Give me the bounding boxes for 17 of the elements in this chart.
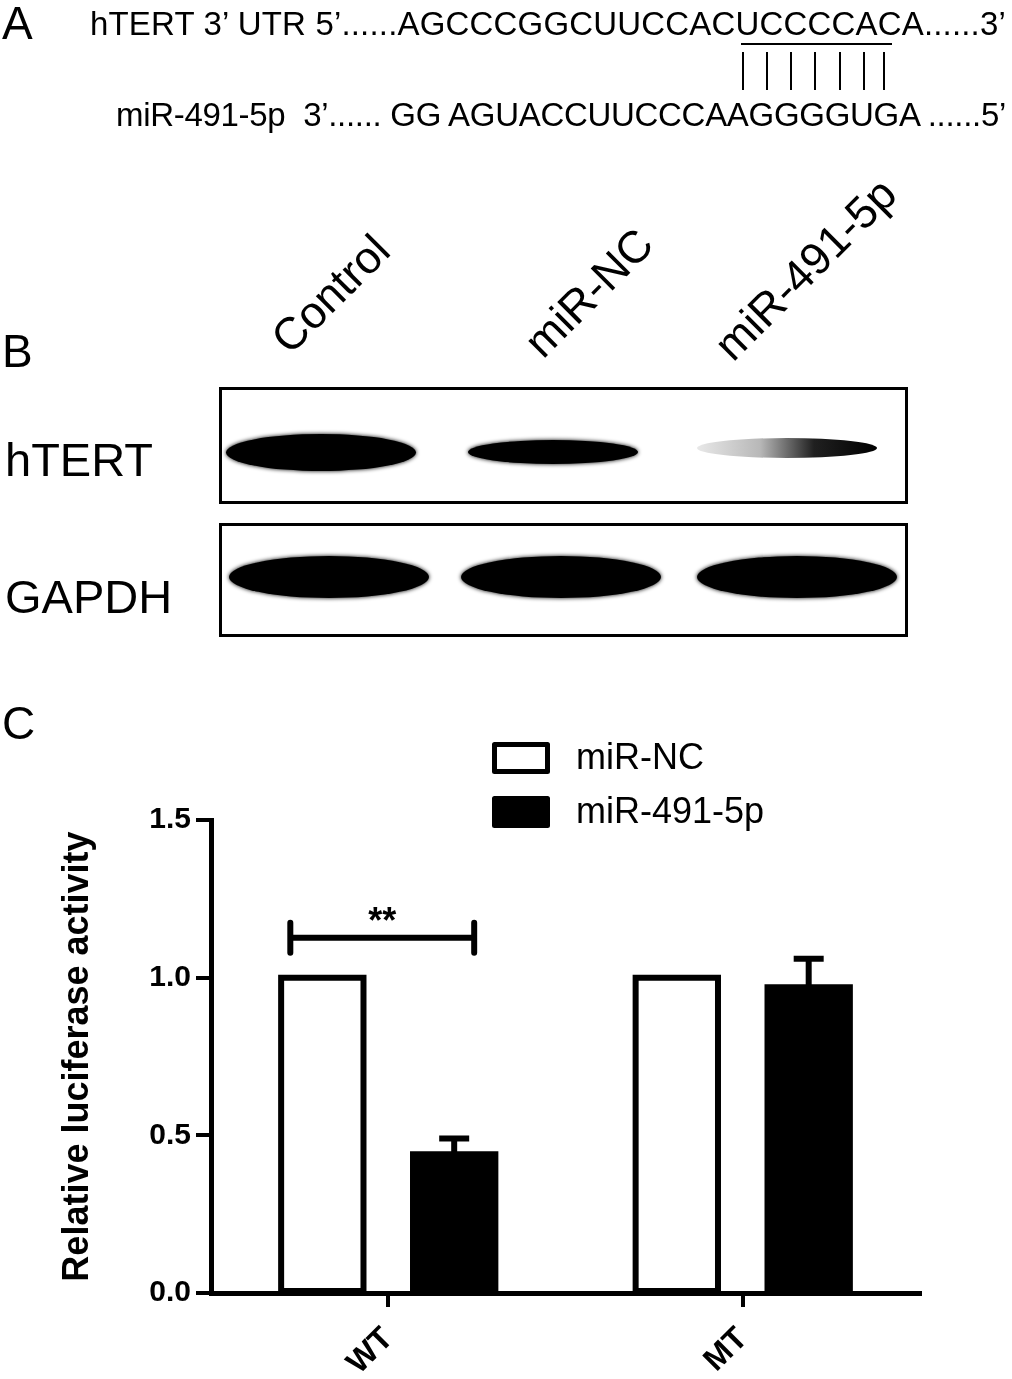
y-tick-label: 1.5 [149,801,191,835]
legend-label: miR-491-5p [576,789,765,831]
text: A [2,0,33,49]
chart-title: C [2,697,36,749]
y-tick-label: 0.5 [149,1116,191,1150]
y-tick-label: 0.0 [149,1274,191,1308]
y-tick-label: 1.0 [149,958,191,992]
text: hTERT 3’ UTR 5’......AGCCCGGCUUCCACUCCCCACA......3’ [90,5,1006,43]
text: miR-491-5p 3’...... GG AGUACCUUCCCAAGGGGUGA ......5’ [116,96,1006,134]
x-tick-label: MT [695,1318,755,1378]
legend-label: miR-NC [576,735,704,777]
text: GAPDH [5,570,173,624]
text: hTERT [5,433,153,487]
y-axis-title: Relative luciferase activity [54,831,96,1282]
annotation: ** [368,899,397,941]
x-tick-label: WT [338,1318,400,1379]
text: B [2,325,33,377]
